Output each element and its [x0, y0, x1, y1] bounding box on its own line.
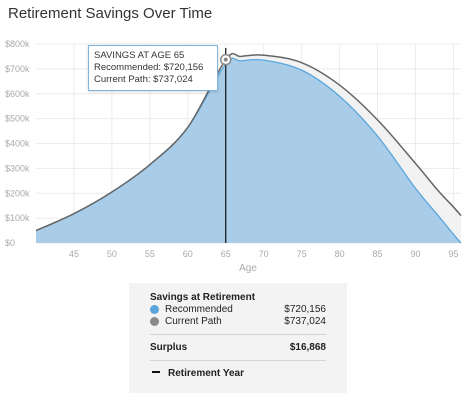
age-tooltip: SAVINGS AT AGE 65 Recommended: $720,156 … [88, 45, 218, 91]
x-tick-label: 60 [183, 249, 193, 259]
y-tick-label: $600k [5, 89, 30, 99]
x-tick-label: 90 [410, 249, 420, 259]
summary-heading: Savings at Retirement [150, 291, 326, 303]
x-tick-label: 50 [107, 249, 117, 259]
y-axis-tick-labels: $0 $100k $200k $300k $400k $500k $600k $700k $80… [5, 39, 30, 248]
recommended-value: $720,156 [284, 303, 326, 315]
current-path-point-center [223, 57, 228, 62]
surplus-label: Surplus [150, 341, 188, 353]
retirement-line-icon [152, 371, 160, 373]
y-tick-label: $800k [5, 39, 30, 49]
x-tick-label: 95 [448, 249, 458, 259]
y-tick-label: $400k [5, 139, 30, 149]
summary-row-current: Current Path $737,024 [150, 315, 326, 327]
tooltip-heading: SAVINGS AT AGE 65 [94, 50, 185, 61]
y-tick-label: $100k [5, 213, 30, 223]
recommended-dot-icon [150, 304, 159, 314]
summary-row-retirement: Retirement Year [150, 367, 326, 379]
x-tick-label: 85 [373, 249, 383, 259]
current-path-dot-icon [150, 316, 159, 326]
y-tick-label: $200k [5, 188, 30, 198]
summary-heading-text: Savings at Retirement [150, 291, 256, 303]
x-tick-label: 65 [221, 249, 231, 259]
summary-row-recommended: Recommended $720,156 [150, 303, 326, 315]
savings-chart: $0 $100k $200k $300k $400k $500k $600k $700k $80… [5, 39, 462, 274]
retirement-label: Retirement Year [168, 367, 244, 379]
x-tick-label: 55 [145, 249, 155, 259]
tooltip-recommended: Recommended: $720,156 [94, 62, 204, 73]
x-tick-label: 80 [335, 249, 345, 259]
current-path-value: $737,024 [284, 315, 326, 327]
y-tick-label: $0 [5, 238, 15, 248]
x-tick-label: 75 [297, 249, 307, 259]
surplus-value: $16,868 [289, 341, 326, 353]
tooltip-current: Current Path: $737,024 [94, 74, 193, 85]
x-tick-label: 45 [69, 249, 79, 259]
summary-row-surplus: Surplus $16,868 [150, 341, 326, 353]
summary-divider-2 [150, 360, 326, 361]
recommended-area [36, 58, 461, 243]
recommended-label: Recommended [165, 303, 233, 315]
x-axis-tick-labels: 45 50 55 60 65 70 75 80 85 90 95 [69, 249, 458, 259]
x-tick-label: 70 [259, 249, 269, 259]
y-tick-label: $300k [5, 163, 30, 173]
y-tick-label: $500k [5, 114, 30, 124]
chart-title: Retirement Savings Over Time [8, 5, 213, 22]
summary-divider [150, 334, 326, 335]
summary-panel: Savings at Retirement Recommended $720,1… [129, 283, 347, 393]
plot-area [35, 48, 462, 244]
y-tick-label: $700k [5, 64, 30, 74]
current-path-line [35, 52, 462, 232]
current-path-label: Current Path [165, 315, 222, 327]
x-axis-label: Age [239, 263, 257, 274]
